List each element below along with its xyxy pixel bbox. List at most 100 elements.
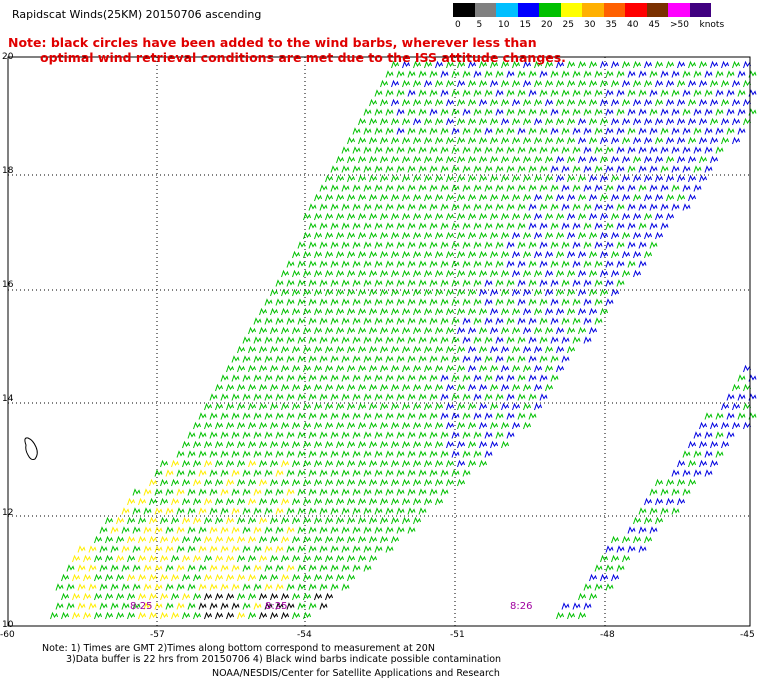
- wind-barb: [242, 374, 251, 382]
- wind-barb: [286, 564, 295, 572]
- wind-barb: [435, 231, 443, 240]
- wind-barb: [319, 507, 328, 515]
- wind-barb: [292, 516, 300, 525]
- wind-barb: [644, 79, 652, 88]
- wind-barb: [682, 70, 691, 78]
- wind-barb: [325, 402, 333, 411]
- wind-barb: [391, 79, 399, 88]
- wind-barb: [165, 488, 174, 496]
- wind-barb: [116, 573, 124, 582]
- wind-barb: [704, 469, 713, 477]
- wind-barb: [484, 412, 493, 420]
- wind-barb: [638, 127, 647, 135]
- wind-barb: [633, 155, 641, 164]
- wind-barb: [330, 184, 339, 192]
- wind-barb: [308, 203, 317, 211]
- wind-barb: [132, 564, 141, 572]
- wind-barb: [457, 60, 465, 69]
- wind-barb: [363, 298, 372, 306]
- wind-barb: [501, 326, 509, 335]
- wind-barb: [638, 260, 647, 268]
- wind-barb: [578, 592, 586, 601]
- wind-barb: [303, 250, 311, 259]
- wind-barb: [374, 431, 383, 439]
- wind-barb: [451, 70, 460, 78]
- wind-barb: [594, 108, 603, 116]
- wind-barb: [99, 564, 108, 572]
- wind-barb: [435, 117, 443, 126]
- wind-barb: [341, 507, 350, 515]
- wind-barb: [550, 336, 559, 344]
- wind-barb: [512, 288, 520, 297]
- wind-barb: [303, 231, 311, 240]
- wind-barb: [264, 355, 273, 363]
- wind-barb: [374, 507, 383, 515]
- wind-barb: [132, 583, 141, 591]
- wind-barb: [154, 507, 163, 515]
- wind-barb: [517, 241, 526, 249]
- wind-barb: [600, 573, 608, 582]
- wind-barb: [424, 364, 432, 373]
- wind-barb: [160, 611, 168, 620]
- wind-barb: [341, 355, 350, 363]
- wind-barb: [721, 117, 729, 126]
- wind-barb: [710, 440, 718, 449]
- wind-barb: [292, 402, 300, 411]
- wind-barb: [693, 127, 702, 135]
- wind-barb: [176, 526, 185, 534]
- wind-barb: [275, 374, 284, 382]
- wind-barb: [688, 98, 696, 107]
- wind-barb: [110, 545, 119, 553]
- wind-barb: [567, 307, 575, 316]
- wind-barb: [363, 393, 372, 401]
- wind-barb: [512, 212, 520, 221]
- wind-barb: [171, 516, 179, 525]
- wind-barb: [138, 516, 146, 525]
- wind-barb: [523, 155, 531, 164]
- wind-barb: [182, 592, 190, 601]
- wind-barb: [149, 611, 157, 620]
- wind-barb: [160, 554, 168, 563]
- wind-barb: [121, 602, 130, 610]
- wind-barb: [671, 127, 680, 135]
- wind-barb: [473, 374, 482, 382]
- wind-barb: [435, 326, 443, 335]
- wind-barb: [567, 98, 575, 107]
- wind-barb: [308, 412, 317, 420]
- wind-barb: [171, 554, 179, 563]
- wind-barb: [374, 184, 383, 192]
- wind-barb: [484, 374, 493, 382]
- wind-barb: [517, 355, 526, 363]
- wind-barb: [611, 117, 619, 126]
- wind-barb: [490, 326, 498, 335]
- wind-barb: [550, 279, 559, 287]
- wind-barb: [616, 165, 625, 173]
- wind-barb: [363, 222, 372, 230]
- wind-barb: [479, 98, 487, 107]
- wind-barb: [523, 193, 531, 202]
- wind-barb: [572, 89, 581, 97]
- wind-barb: [226, 421, 234, 430]
- wind-barb: [385, 260, 394, 268]
- wind-barb: [314, 478, 322, 487]
- wind-barb: [352, 507, 361, 515]
- wind-barb: [204, 611, 212, 620]
- wind-barb: [226, 611, 234, 620]
- wind-barb: [385, 355, 394, 363]
- wind-barb: [187, 526, 196, 534]
- wind-barb: [385, 431, 394, 439]
- wind-barb: [242, 469, 251, 477]
- wind-barb: [655, 98, 663, 107]
- wind-barb: [688, 478, 696, 487]
- wind-barb: [341, 146, 350, 154]
- wind-barb: [259, 345, 267, 354]
- wind-barb: [710, 136, 718, 145]
- wind-barb: [644, 535, 652, 544]
- wind-barb: [622, 79, 630, 88]
- wind-barb: [517, 203, 526, 211]
- wind-barb: [374, 203, 383, 211]
- wind-barb: [292, 440, 300, 449]
- wind-barb: [561, 260, 570, 268]
- wind-barb: [490, 421, 498, 430]
- wind-barb: [589, 117, 597, 126]
